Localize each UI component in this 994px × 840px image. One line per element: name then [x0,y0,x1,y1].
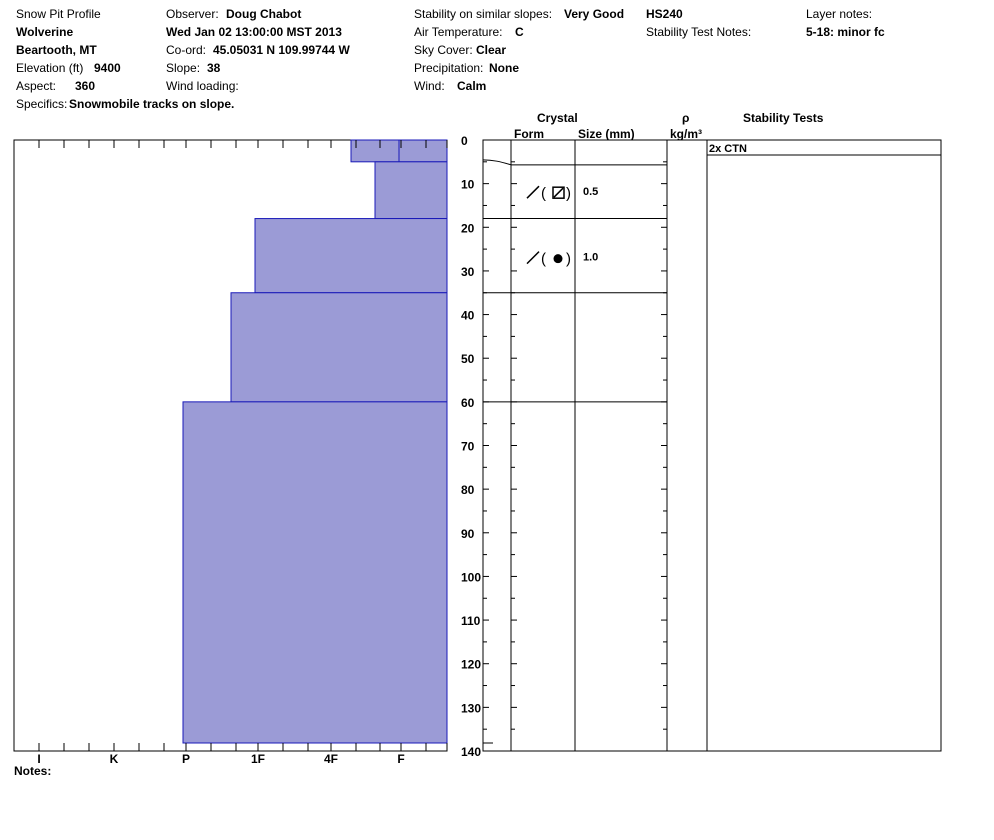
elevation-label: Elevation (ft) [16,61,84,75]
hardness-layers [13,139,448,752]
crystal-diagonal [553,187,564,198]
aspect-value: 360 [75,79,96,93]
specifics-value: Snowmobile tracks on slope. [69,97,235,111]
layer-notes-value: 5-18: minor fc [806,25,885,39]
sky-cover-value: Clear [476,43,507,57]
location-name: Wolverine [16,25,74,39]
crystal-header: Crystal [537,111,578,125]
air-temp-value: C [515,25,524,39]
crystal-paren-right: ) [566,251,571,268]
depth-label-10: 10 [461,178,475,192]
depth-axis: 0 10 20 30 40 50 60 70 80 90 100 110 120 130 140 [461,134,667,759]
hardness-axis: I K P 1F 4F F [13,140,448,766]
notes-label: Notes: [14,764,52,778]
size-header: Size (mm) [578,127,635,141]
layer-table [482,139,942,752]
hardness-label-F: F [397,752,404,766]
elevation-value: 9400 [94,61,121,75]
stability-label: Stability on similar slopes: [414,7,553,21]
wind-value: Calm [457,79,487,93]
depth-label-30: 30 [461,265,475,279]
crystal-size-0: 0.5 [583,186,598,198]
stability-cells: 2x CTN [707,143,941,156]
depth-label-60: 60 [461,396,475,410]
stability-test-0: 2x CTN [709,143,747,155]
precipitation-label: Precipitation: [414,61,484,75]
depth-label-50: 50 [461,352,475,366]
region-name: Beartooth, MT [16,43,97,57]
crystal-form-1: () [526,251,571,268]
coord-label: Co-ord: [166,43,207,57]
hardness-label-1F: 1F [251,752,265,766]
stability-tests-header: Stability Tests [743,111,824,125]
hardness-layer-3 [230,292,448,403]
crystal-paren-left: ( [541,251,546,268]
slope-label: Slope: [166,61,201,75]
layer-boundary-5 [482,159,667,166]
depth-label-40: 40 [461,309,475,323]
crystal-slash [526,251,540,265]
profile-title: Snow Pit Profile [16,7,101,21]
crystal-form-0: () [526,185,571,202]
crystal-size-1: 1.0 [583,252,598,264]
air-temp-label: Air Temperature: [414,25,503,39]
observer-value: Doug Chabot [226,7,302,21]
crystal-paren-left: ( [541,185,546,202]
density-unit: kg/m³ [670,127,703,141]
observation-datetime: Wed Jan 02 13:00:00 MST 2013 [166,25,342,39]
crystal-cells: () 0.5 () 1.0 [526,185,598,268]
wind-loading-label: Wind loading: [166,79,239,93]
crystal-square [552,186,565,199]
hardness-label-P: P [182,752,190,766]
sky-cover-label: Sky Cover: [414,43,473,57]
specifics-label: Specifics: [16,97,68,111]
depth-label-100: 100 [461,570,481,584]
hardness-layer-1 [374,161,448,220]
depth-label-130: 130 [461,701,481,715]
stability-value: Very Good [564,7,625,21]
hardness-layer-2 [254,218,448,294]
layer-notes-label: Layer notes: [806,7,873,21]
density-header: ρ [682,111,690,125]
precipitation-value: None [489,61,519,75]
depth-label-90: 90 [461,527,475,541]
crystal-paren-right: ) [566,185,571,202]
hardness-label-4F: 4F [324,752,338,766]
depth-label-140: 140 [461,745,481,759]
depth-label-120: 120 [461,658,481,672]
hardness-label-I: I [37,752,40,766]
slope-value: 38 [207,61,221,75]
form-header: Form [514,127,544,141]
hardness-label-K: K [110,752,119,766]
depth-label-80: 80 [461,483,475,497]
observer-label: Observer: [166,7,219,21]
wind-label: Wind: [414,79,445,93]
hardness-layer-4 [182,401,448,744]
stability-test-notes-label: Stability Test Notes: [646,25,752,39]
depth-label-0: 0 [461,134,468,148]
total-snow-height: HS240 [646,7,683,21]
coord-value: 45.05031 N 109.99744 W [213,43,350,57]
crystal-dot [553,254,563,264]
aspect-label: Aspect: [16,79,57,93]
crystal-slash [526,185,540,199]
depth-label-20: 20 [461,221,475,235]
depth-label-110: 110 [461,614,481,628]
table-frame [482,139,942,752]
depth-label-70: 70 [461,440,475,454]
